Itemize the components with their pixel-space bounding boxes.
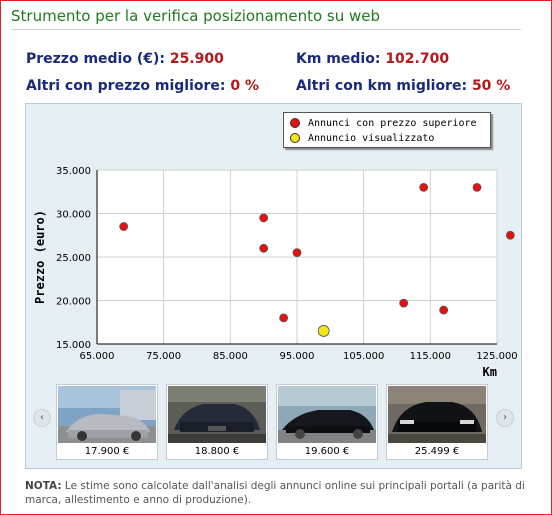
stat-prezzo-medio: Prezzo medio (€): 25.900 xyxy=(26,51,224,67)
footnote-label: NOTA: xyxy=(25,480,62,492)
x-tick-label: 105.000 xyxy=(343,351,384,362)
stat-km-medio-label: Km medio: xyxy=(296,51,381,67)
stat-km-medio-value: 102.700 xyxy=(385,51,450,67)
stat-altri-prezzo-label: Altri con prezzo migliore: xyxy=(26,78,226,94)
legend-marker-visualizzato xyxy=(290,133,300,143)
y-axis-label: Prezzo (euro) xyxy=(33,210,47,304)
car-photo[interactable] xyxy=(58,386,156,443)
listing-price: 18.800 € xyxy=(194,446,240,457)
stat-altri-km-value: 50 % xyxy=(471,78,511,94)
listing-price: 17.900 € xyxy=(84,446,130,457)
car-photo[interactable] xyxy=(388,386,486,443)
x-tick-label: 125.000 xyxy=(476,351,517,362)
stat-altri-km: Altri con km migliore: 50 % xyxy=(296,78,510,94)
footnote: NOTA: Le stime sono calcolate dall'anali… xyxy=(25,479,525,507)
legend-item-visualizzato: Annuncio visualizzato xyxy=(290,131,434,145)
footnote-text: Le stime sono calcolate dall'analisi deg… xyxy=(25,480,525,506)
data-point-superiore xyxy=(259,213,269,223)
y-tick-label: 20.000 xyxy=(56,297,91,308)
data-point-visualizzato xyxy=(317,325,330,337)
legend-label-superiore: Annunci con prezzo superiore xyxy=(308,117,477,129)
stat-prezzo-medio-label: Prezzo medio (€): xyxy=(26,51,165,67)
data-point-superiore xyxy=(419,182,429,192)
chevron-left-icon[interactable]: ‹ xyxy=(33,409,51,427)
x-tick-label: 115.000 xyxy=(410,351,451,362)
legend-item-superiore: Annunci con prezzo superiore xyxy=(290,116,477,130)
x-tick-label: 65.000 xyxy=(80,351,115,362)
listing-thumb[interactable]: 25.499 € xyxy=(386,384,488,460)
car-photo[interactable] xyxy=(168,386,266,443)
data-point-superiore xyxy=(505,230,515,240)
y-tick-label: 15.000 xyxy=(56,340,91,351)
listing-price: 19.600 € xyxy=(304,446,350,457)
page-title: Strumento per la verifica posizionamento… xyxy=(11,7,381,25)
data-point-superiore xyxy=(439,305,449,315)
chart-legend: Annunci con prezzo superiore Annuncio vi… xyxy=(283,112,491,148)
data-point-superiore xyxy=(259,243,269,253)
listing-price: 25.499 € xyxy=(414,446,460,457)
x-tick-label: 75.000 xyxy=(146,351,181,362)
data-point-superiore xyxy=(279,313,289,323)
listing-thumb[interactable]: 19.600 € xyxy=(276,384,378,460)
stat-km-medio: Km medio: 102.700 xyxy=(296,51,449,67)
chevron-right-icon[interactable]: › xyxy=(496,409,514,427)
legend-marker-superiore xyxy=(290,118,300,128)
y-tick-label: 25.000 xyxy=(56,253,91,264)
x-tick-label: 95.000 xyxy=(280,351,315,362)
y-tick-label: 30.000 xyxy=(56,210,91,221)
stat-altri-prezzo: Altri con prezzo migliore: 0 % xyxy=(26,78,259,94)
x-tick-label: 85.000 xyxy=(213,351,248,362)
listing-thumb[interactable]: 17.900 € xyxy=(56,384,158,460)
title-divider xyxy=(11,29,521,30)
car-photo[interactable] xyxy=(278,386,376,443)
data-point-superiore xyxy=(119,222,129,231)
listing-thumb[interactable]: 18.800 € xyxy=(166,384,268,460)
data-point-superiore xyxy=(399,298,409,308)
stat-altri-km-label: Altri con km migliore: xyxy=(296,78,468,94)
stat-prezzo-medio-value: 25.900 xyxy=(169,51,224,67)
data-point-superiore xyxy=(292,248,302,258)
stat-altri-prezzo-value: 0 % xyxy=(230,78,260,94)
data-point-superiore xyxy=(472,182,482,192)
y-tick-label: 35.000 xyxy=(56,166,91,177)
legend-label-visualizzato: Annuncio visualizzato xyxy=(308,132,435,144)
x-axis-label: Km xyxy=(483,365,497,379)
